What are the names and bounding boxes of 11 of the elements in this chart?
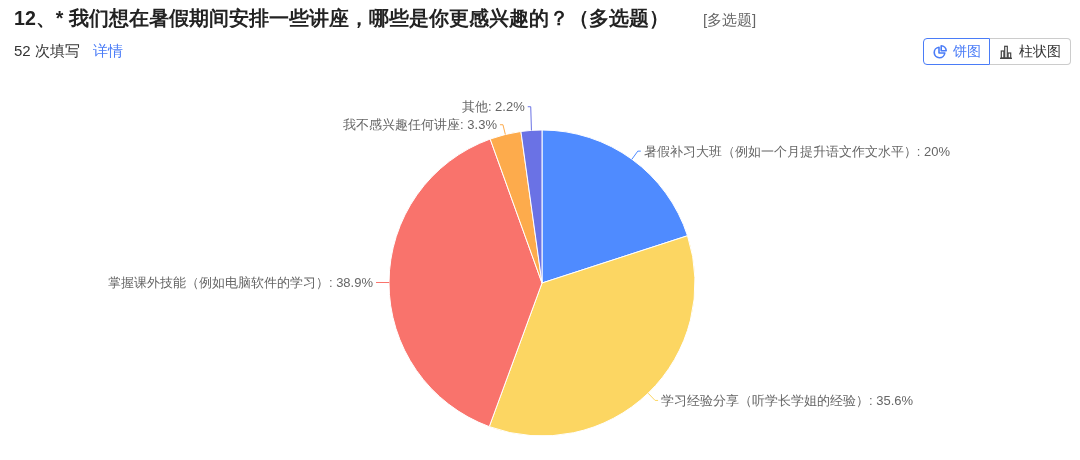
slice-label: 暑假补习大班（例如一个月提升语文作文水平）: 20% [643, 143, 951, 159]
chart-title: 12、* 我们想在暑假期间安排一些讲座，哪些是你更感兴趣的？（多选题） [14, 6, 669, 31]
slice-label: 其他: 2.2% [461, 99, 526, 115]
text: 柱状图 [1019, 42, 1061, 61]
text: 详情 [92, 42, 123, 61]
slice-label: 学习经验分享（听学长学姐的经验）: 35.6% [661, 392, 914, 408]
slice-label: 我不感兴趣任何讲座: 3.3% [343, 117, 498, 133]
chart-subtitle: 52 次填写 [14, 42, 80, 61]
text: 饼图 [952, 42, 981, 61]
slice-label: 掌握课外技能（例如电脑软件的学习）: 38.9% [107, 274, 374, 290]
text: [多选题] [702, 11, 757, 30]
